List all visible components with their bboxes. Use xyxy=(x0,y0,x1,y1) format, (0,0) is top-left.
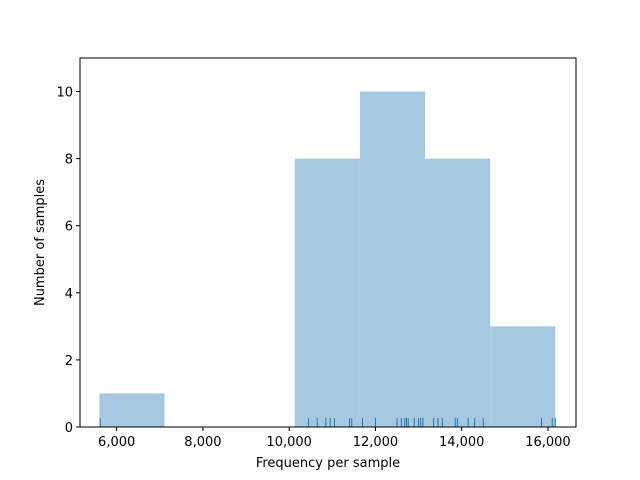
y-tick-label: 2 xyxy=(65,354,73,369)
rug-ticks xyxy=(99,418,556,427)
histogram-bars xyxy=(99,91,556,428)
x-tick-label: 12,000 xyxy=(353,435,399,450)
x-axis-ticks: 6,000 8,000 10,000 12,000 14,000 16,000 xyxy=(98,427,571,450)
x-tick-label: 16,000 xyxy=(525,435,571,450)
histogram-bar xyxy=(294,158,360,428)
y-tick-label: 4 xyxy=(65,287,73,302)
histogram-bar xyxy=(425,158,491,428)
x-tick-label: 10,000 xyxy=(266,435,312,450)
x-tick-label: 14,000 xyxy=(439,435,485,450)
histogram-bar xyxy=(99,393,165,427)
y-axis-label: Number of samples xyxy=(33,179,48,306)
y-tick-label: 8 xyxy=(65,153,73,168)
y-tick-label: 0 xyxy=(65,421,73,436)
x-axis-label: Frequency per sample xyxy=(256,456,400,471)
y-tick-label: 6 xyxy=(65,220,73,235)
x-tick-label: 8,000 xyxy=(184,435,221,450)
plot-frame xyxy=(79,57,577,428)
histogram-bar xyxy=(490,326,556,427)
y-axis-ticks: 0 2 4 6 8 10 xyxy=(56,86,80,436)
histogram-bar xyxy=(359,91,426,427)
x-tick-label: 6,000 xyxy=(98,435,135,450)
y-tick-label: 10 xyxy=(56,86,73,101)
